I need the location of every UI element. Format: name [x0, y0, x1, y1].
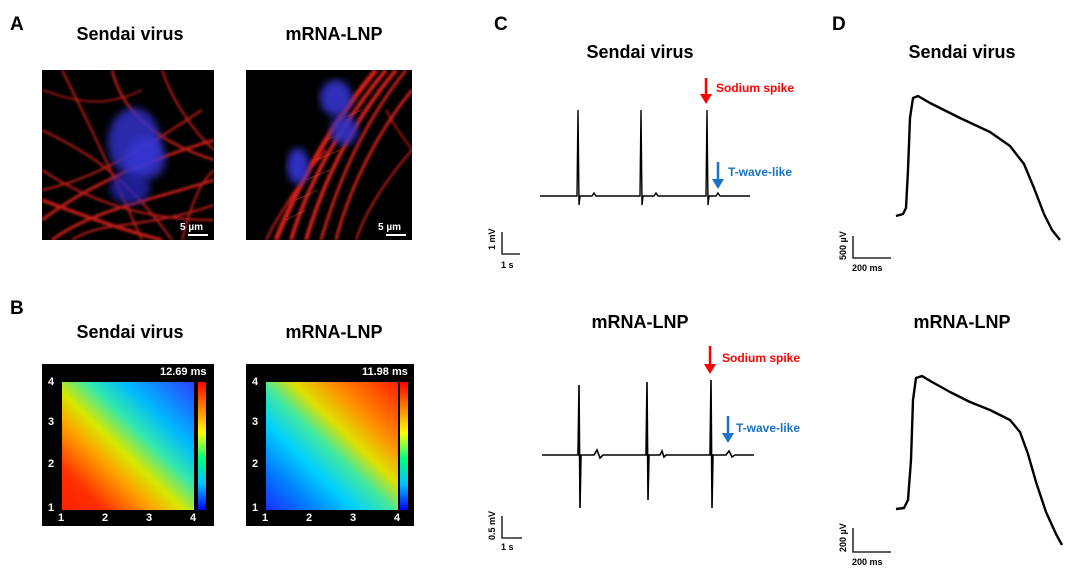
scale-bar-mrna-lnp	[386, 234, 406, 236]
d-top-scale-bar	[852, 236, 891, 259]
y-tick-4: 4	[48, 376, 55, 388]
d-bottom-scale-bar	[852, 528, 891, 553]
panel-c-top-title: Sendai virus	[586, 42, 694, 62]
scale-label-mrna-lnp: 5 µm	[378, 222, 401, 233]
panel-a-left-title: Sendai virus	[76, 24, 184, 44]
t-wave-label-bottom: T-wave-like	[736, 421, 801, 435]
panel-letter-c: C	[494, 14, 508, 35]
panel-letter-a: A	[10, 14, 24, 35]
max-time-sendai: 12.69 ms	[160, 366, 207, 378]
c-top-scale-bar	[501, 232, 520, 255]
y-tick-3: 3	[252, 416, 259, 428]
sodium-spike-label-bottom: Sodium spike	[722, 351, 801, 365]
y-tick-2: 2	[252, 458, 259, 470]
panel-c-bottom-title: mRNA-LNP	[591, 312, 689, 332]
sodium-spike-arrow-bottom	[704, 346, 716, 374]
sodium-spike-arrow-top	[700, 78, 712, 104]
x-tick-1: 1	[58, 512, 65, 524]
scale-label-sendai: 5 µm	[180, 222, 203, 233]
y-tick-2: 2	[48, 458, 55, 470]
micrograph-mrna-lnp: 5 µm	[246, 70, 412, 240]
x-tick-4: 4	[190, 512, 197, 524]
d-bottom-time-scale-label: 200 ms	[852, 557, 883, 567]
y-tick-1: 1	[48, 502, 55, 514]
panel-letter-d: D	[832, 14, 846, 35]
c-bottom-scale-bar	[501, 516, 522, 539]
x-tick-3: 3	[146, 512, 153, 524]
x-tick-3: 3	[350, 512, 357, 524]
activation-map-sendai: 12.69 ms 4 3 2 1 1 2 3 4	[42, 364, 214, 526]
micrograph-sendai: 5 µm	[42, 70, 214, 240]
c-bottom-time-scale-label: 1 s	[501, 542, 514, 552]
sodium-spike-label-top: Sodium spike	[716, 81, 795, 95]
panel-b-right-title: mRNA-LNP	[285, 322, 383, 342]
field-potential-trace-sendai	[540, 109, 750, 206]
activation-map-mrna-lnp-gradient	[266, 382, 398, 510]
c-top-time-scale-label: 1 s	[501, 260, 514, 270]
x-tick-4: 4	[394, 512, 401, 524]
d-top-time-scale-label: 200 ms	[852, 263, 883, 273]
y-tick-4: 4	[252, 376, 259, 388]
field-potential-trace-mrna-lnp	[542, 379, 754, 509]
action-potential-trace-sendai	[895, 94, 1061, 241]
scale-bar-sendai	[188, 234, 208, 236]
t-wave-arrow-bottom	[722, 416, 734, 443]
colorbar-mrna-lnp	[400, 382, 408, 510]
panel-d-top-title: Sendai virus	[908, 42, 1016, 62]
activation-map-mrna-lnp: 11.98 ms 4 3 2 1 1 2 3 4	[246, 364, 414, 526]
y-tick-1: 1	[252, 502, 259, 514]
x-tick-2: 2	[102, 512, 109, 524]
action-potential-trace-mrna-lnp	[895, 374, 1064, 546]
colorbar-sendai	[198, 382, 206, 510]
panel-a-right-title: mRNA-LNP	[285, 24, 383, 44]
panel-letter-b: B	[10, 298, 24, 319]
x-tick-1: 1	[262, 512, 269, 524]
t-wave-arrow-top	[712, 162, 724, 189]
panel-d-bottom-title: mRNA-LNP	[913, 312, 1011, 332]
t-wave-label-top: T-wave-like	[728, 165, 793, 179]
panel-b-left-title: Sendai virus	[76, 322, 184, 342]
x-tick-2: 2	[306, 512, 313, 524]
max-time-mrna-lnp: 11.98 ms	[362, 366, 408, 378]
y-tick-3: 3	[48, 416, 55, 428]
